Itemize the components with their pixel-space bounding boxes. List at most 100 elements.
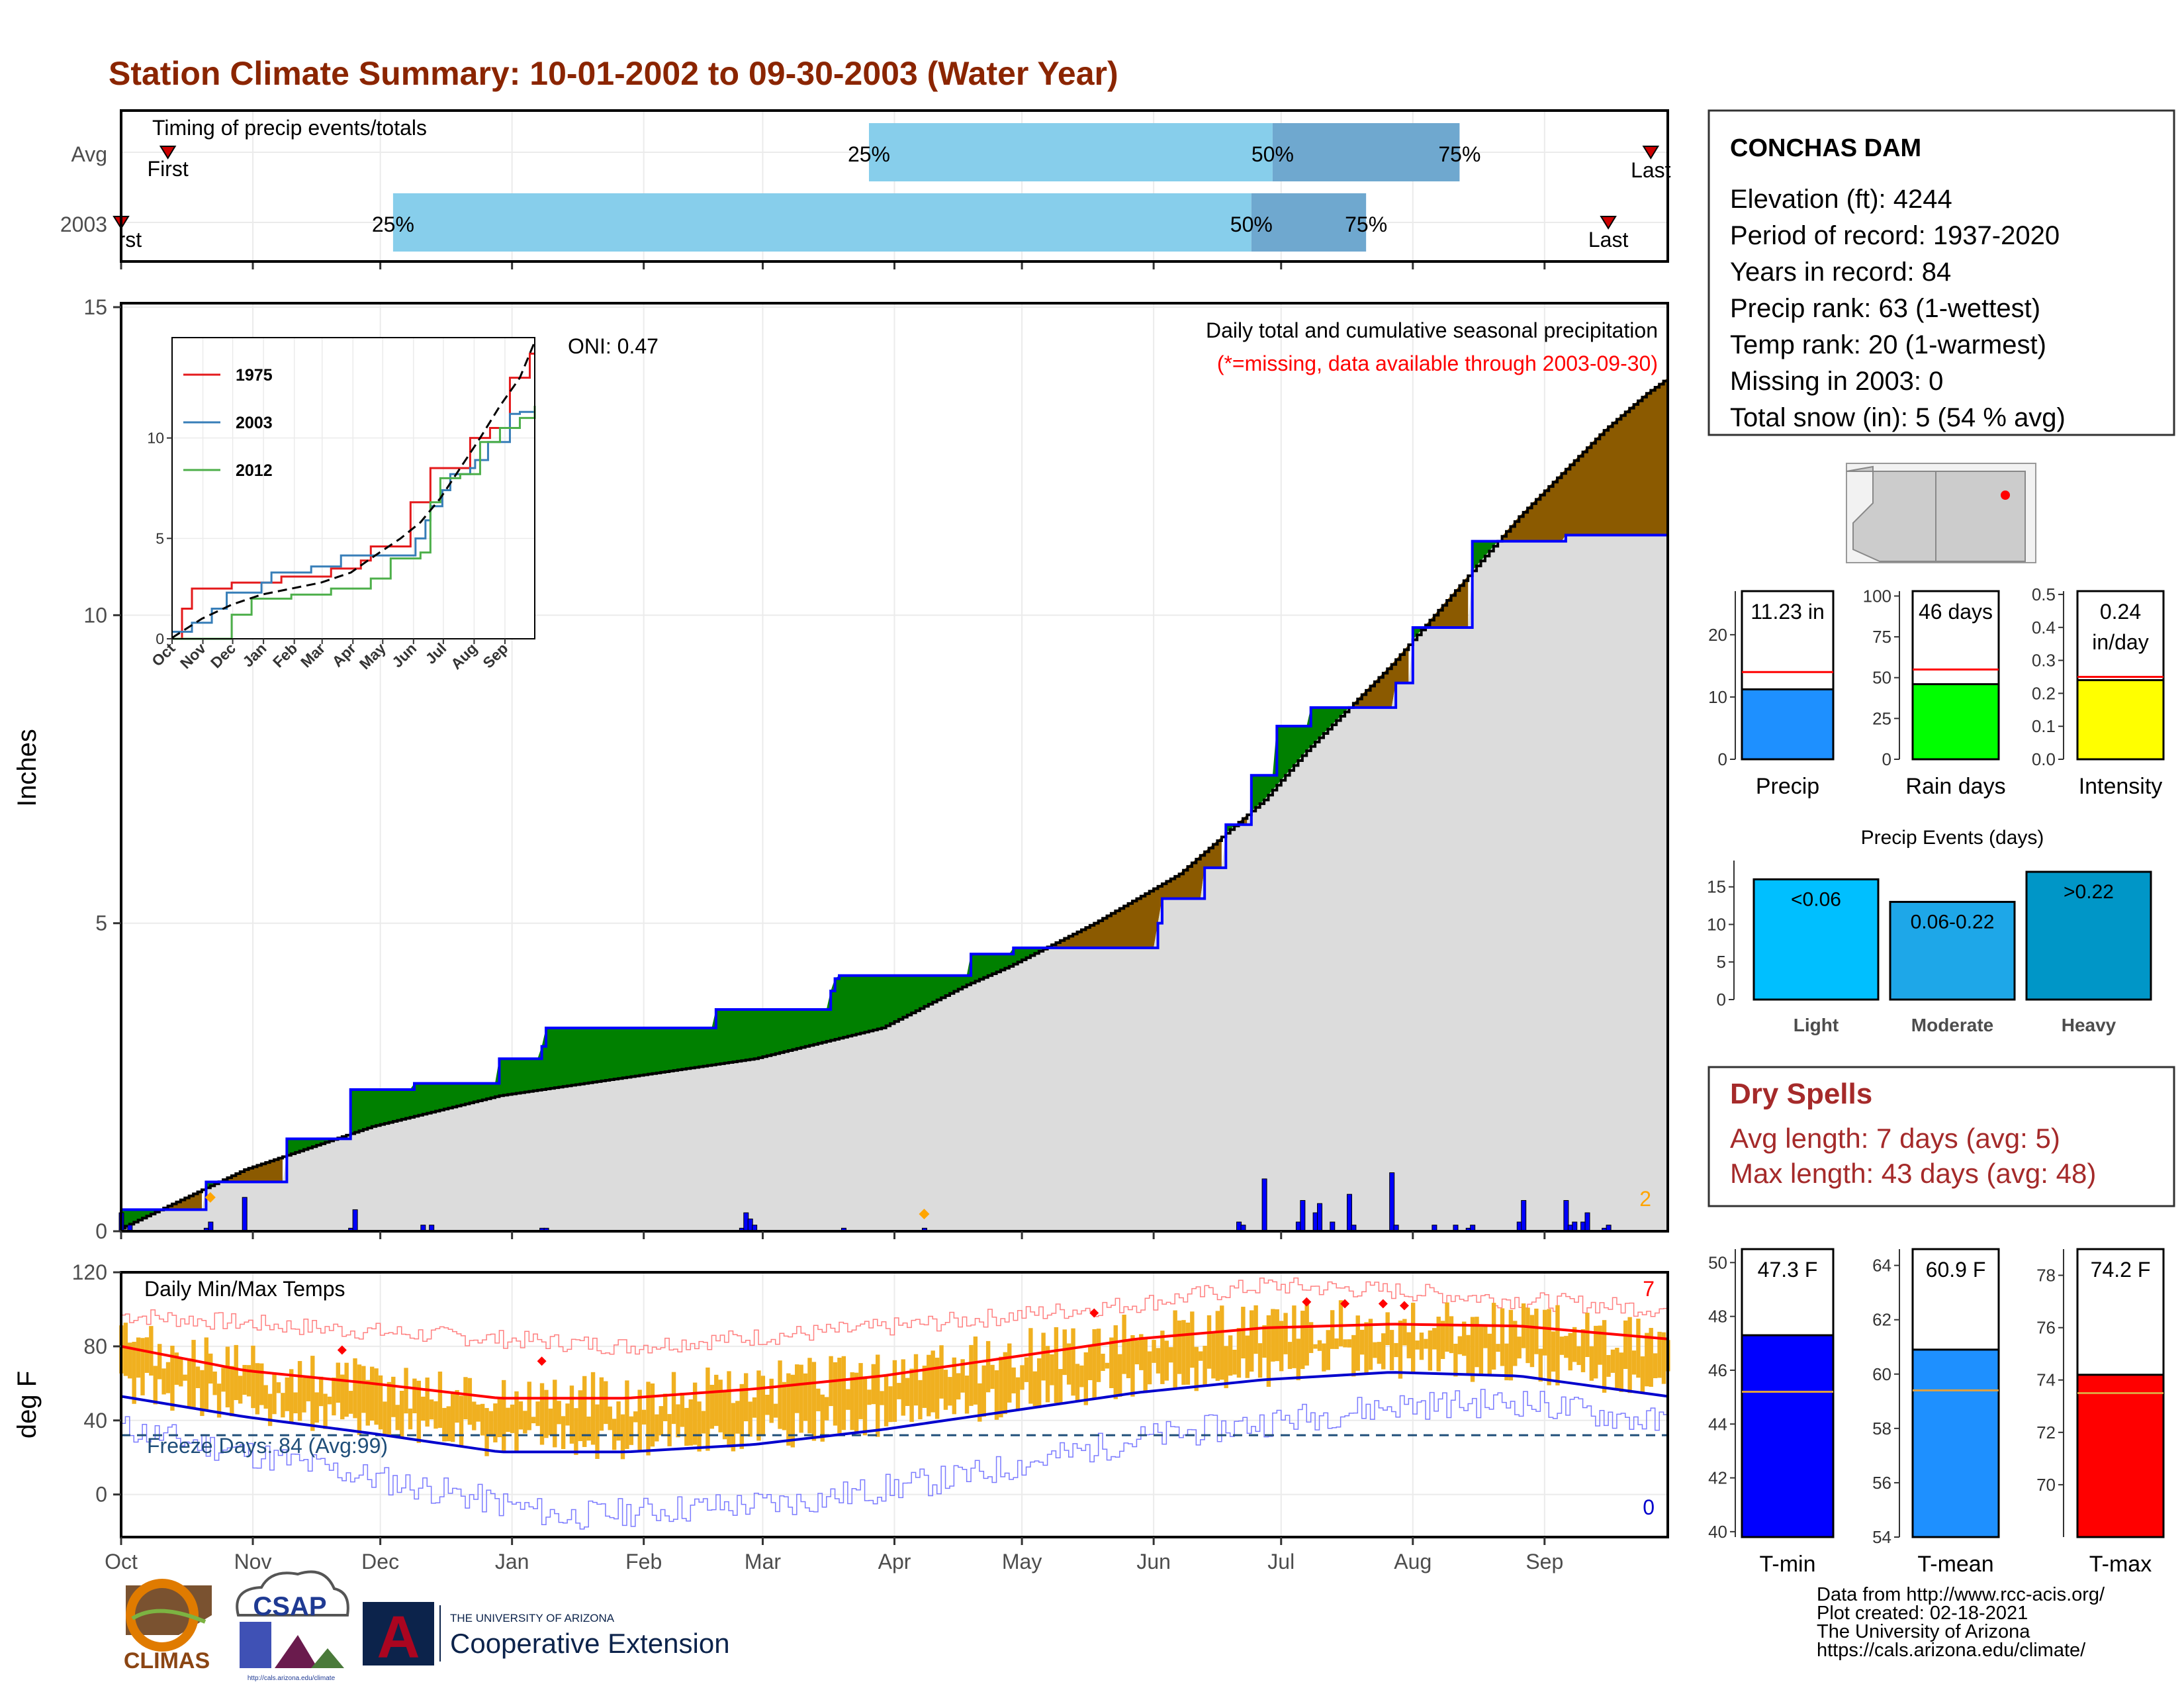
- daily-temp-bar: [318, 1376, 324, 1407]
- daily-temp-bar: [994, 1370, 999, 1420]
- events-bar-light: [1752, 878, 1880, 1001]
- daily-temp-bar: [688, 1399, 693, 1446]
- inset-xtick-label: Aug: [447, 639, 480, 673]
- daily-temp-bar: [1156, 1348, 1161, 1374]
- rain-days-ytick-label: 50: [1872, 668, 1891, 688]
- snow-marker: [205, 1192, 216, 1203]
- daily-temp-bar: [820, 1394, 825, 1442]
- rain-days-ytick-label: 75: [1872, 627, 1891, 647]
- daily-temp-bar: [336, 1362, 341, 1403]
- events-xtick-label: Light: [1794, 1015, 1839, 1035]
- daily-temp-bar: [1525, 1307, 1530, 1364]
- events-xtick-label: Heavy: [2062, 1015, 2116, 1035]
- daily-temp-bar: [1206, 1315, 1212, 1369]
- timing-label: Timing of precip events/totals: [152, 116, 427, 140]
- temp-max-value-label: 74.2 F: [2091, 1258, 2151, 1282]
- temp-xtick-label: Feb: [625, 1550, 662, 1573]
- daily-temp-bar: [467, 1378, 473, 1425]
- daily-temp-bar: [909, 1368, 914, 1423]
- daily-temp-bar: [1398, 1320, 1403, 1379]
- daily-temp-bar: [1330, 1310, 1335, 1349]
- temp-xtick-label: Dec: [361, 1550, 399, 1573]
- daily-temp-bar: [421, 1396, 426, 1421]
- daily-temp-bar: [455, 1389, 459, 1423]
- temp-mean-bar: [1911, 1348, 2000, 1538]
- inset-xtick-label: Sep: [479, 639, 511, 671]
- daily-temp-bar: [1317, 1340, 1322, 1351]
- daily-temp-bar: [1257, 1343, 1263, 1378]
- daily-temp-bar: [790, 1374, 796, 1448]
- daily-temp-bar: [1543, 1309, 1547, 1356]
- daily-temp-bar: [718, 1380, 723, 1432]
- smoothed-tmin-line: [120, 1371, 1668, 1454]
- daily-temp-bar: [1028, 1328, 1033, 1404]
- daily-temp-bar: [1126, 1340, 1131, 1378]
- temp-title: Daily Min/Max Temps: [144, 1277, 345, 1301]
- daily-temp-bar: [888, 1386, 893, 1423]
- daily-temp-bar: [1466, 1335, 1471, 1374]
- daily-temp-bar: [523, 1411, 527, 1434]
- footer-line-2: Plot created: 02-18-2021: [1817, 1603, 2028, 1624]
- daily-temp-bar: [1368, 1319, 1373, 1370]
- daily-temp-bar: [208, 1353, 213, 1384]
- daily-temp-bar: [1241, 1307, 1246, 1359]
- daily-precip-bar: [242, 1197, 248, 1232]
- inset-ytick-label: 10: [147, 430, 164, 447]
- daily-temp-bar: [365, 1380, 370, 1426]
- daily-temp-bar: [1101, 1354, 1105, 1372]
- daily-temp-bar: [378, 1375, 383, 1430]
- daily-temp-bar: [476, 1404, 480, 1422]
- daily-temp-bar: [1406, 1332, 1411, 1358]
- daily-temp-bar: [510, 1404, 515, 1433]
- timing-bar-avg-25-50: [868, 123, 1273, 181]
- daily-temp-bar: [484, 1408, 489, 1456]
- daily-temp-bar: [582, 1376, 587, 1447]
- daily-temp-bar: [1389, 1330, 1394, 1371]
- daily-temp-bar: [149, 1326, 154, 1376]
- intensity-ytick-label: 0.1: [2032, 716, 2056, 736]
- events-bar-label: 0.06-0.22: [1911, 911, 1995, 933]
- timing-2003-25: 25%: [372, 212, 414, 236]
- daily-temp-bar: [1559, 1336, 1565, 1355]
- precip-panel: Daily total and cumulative seasonal prec…: [13, 295, 1669, 1243]
- daily-temp-bar: [246, 1365, 251, 1397]
- daily-temp-bar: [488, 1411, 494, 1437]
- daily-temp-bar: [1173, 1310, 1177, 1389]
- daily-temp-bar: [1479, 1327, 1484, 1376]
- daily-temp-bar: [1576, 1346, 1581, 1366]
- daily-temp-bar: [727, 1371, 731, 1448]
- daily-temp-bar: [216, 1383, 222, 1418]
- daily-temp-bar: [1075, 1364, 1080, 1403]
- footer-line-3: The University of Arizona: [1817, 1621, 2030, 1642]
- daily-temp-bar: [697, 1401, 702, 1452]
- temp-min-ytick-label: 48: [1708, 1307, 1727, 1327]
- daily-temp-bar: [884, 1376, 889, 1427]
- temp-xtick-label: Jun: [1136, 1550, 1171, 1573]
- daily-temp-bar: [867, 1389, 872, 1405]
- daily-temp-bar: [259, 1363, 264, 1405]
- station-period: Period of record: 1937-2020: [1730, 221, 2060, 250]
- daily-temp-bar: [144, 1337, 150, 1373]
- station-name: CONCHAS DAM: [1730, 134, 1921, 162]
- daily-temp-bar: [433, 1401, 438, 1429]
- temp-min-ytick-label: 50: [1708, 1252, 1727, 1272]
- precip-ylabel: Inches: [13, 729, 42, 807]
- daily-temp-bar: [1615, 1348, 1619, 1389]
- daily-temp-bar: [739, 1383, 744, 1449]
- daily-temp-bar: [811, 1362, 817, 1441]
- daily-temp-bar: [459, 1395, 464, 1446]
- inset-legend: 1975 2003 2012: [183, 366, 273, 480]
- daily-temp-bar: [374, 1368, 379, 1425]
- daily-temp-bar: [782, 1382, 787, 1430]
- daily-temp-bar: [1453, 1343, 1458, 1377]
- inset-xtick-label: Jul: [422, 639, 450, 667]
- daily-temp-bar: [833, 1362, 838, 1426]
- daily-temp-bar: [225, 1346, 230, 1408]
- daily-temp-bar: [1436, 1317, 1441, 1372]
- daily-precip-bar: [1317, 1203, 1323, 1232]
- daily-temp-bar: [637, 1389, 642, 1452]
- daily-temp-bar: [990, 1364, 995, 1389]
- daily-temp-bar: [663, 1393, 668, 1421]
- daily-temp-bar: [332, 1377, 336, 1416]
- daily-temp-bar: [985, 1340, 991, 1393]
